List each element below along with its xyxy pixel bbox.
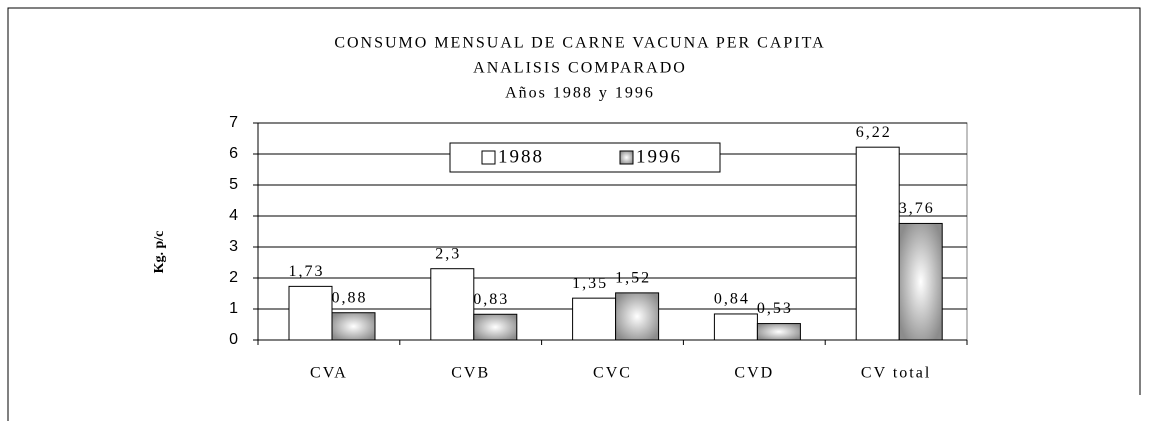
y-tick-label: 7: [229, 114, 238, 131]
legend-label: 1996: [636, 146, 682, 167]
y-tick-label: 3: [229, 238, 238, 255]
y-tick-label: 6: [229, 145, 238, 162]
chart-title: ANALISIS COMPARADO: [473, 60, 687, 77]
value-label: 0,88: [332, 289, 368, 306]
value-label: 1,35: [572, 275, 608, 292]
legend-label: 1988: [498, 146, 544, 167]
frame: [7, 7, 1141, 421]
value-label: 1,73: [289, 263, 325, 280]
y-tick-label: 0: [229, 331, 238, 348]
bar: [756, 323, 801, 341]
y-axis-label: Kg. p/c: [152, 231, 167, 274]
x-tick-label: CVA: [310, 365, 348, 382]
x-tick-label: CV total: [861, 365, 931, 382]
bar: [331, 312, 376, 341]
bar: [615, 292, 660, 341]
bar: [430, 268, 475, 341]
y-tick-label: 5: [229, 176, 238, 193]
value-label: 1,52: [615, 270, 651, 287]
value-label: 0,84: [714, 291, 750, 308]
bar: [713, 313, 758, 341]
legend-swatch: [619, 150, 634, 165]
y-tick-label: 2: [229, 269, 238, 286]
y-tick-label: 4: [229, 207, 238, 224]
value-label: 2,3: [435, 245, 461, 262]
chart-title: CONSUMO MENSUAL DE CARNE VACUNA PER CAPI…: [334, 35, 825, 52]
value-label: 0,83: [473, 291, 509, 308]
legend-swatch: [481, 150, 496, 165]
bar: [855, 146, 900, 341]
value-label: 0,53: [757, 300, 793, 317]
x-tick-label: CVC: [593, 365, 632, 382]
bar: [572, 297, 617, 341]
value-label: 3,76: [899, 200, 935, 217]
y-tick-label: 1: [229, 300, 238, 317]
chart-title: Años 1988 y 1996: [505, 85, 655, 102]
bar: [473, 313, 518, 341]
bar: [898, 222, 943, 341]
x-tick-label: CVB: [451, 365, 490, 382]
x-tick-label: CVD: [734, 365, 774, 382]
value-label: 6,22: [856, 124, 892, 141]
bar: [288, 285, 333, 341]
